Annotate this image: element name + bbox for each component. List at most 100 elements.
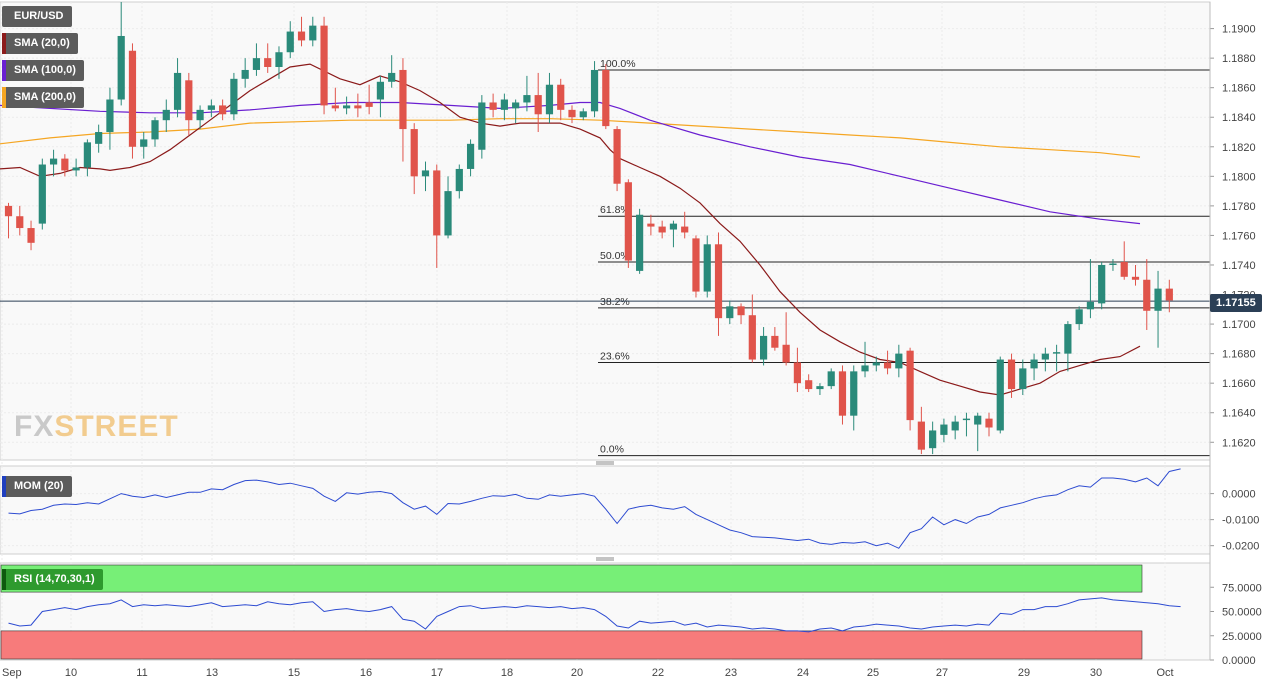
candle[interactable] — [354, 93, 362, 118]
candle[interactable] — [117, 2, 125, 106]
candle[interactable] — [444, 176, 452, 239]
candle[interactable] — [106, 87, 114, 150]
candle[interactable] — [1041, 347, 1049, 372]
candle[interactable] — [399, 58, 407, 162]
candle[interactable] — [545, 72, 554, 124]
candle[interactable] — [286, 21, 294, 59]
candle[interactable] — [996, 356, 1004, 434]
candle[interactable] — [636, 208, 644, 274]
candle[interactable] — [72, 158, 80, 177]
candle[interactable] — [703, 235, 711, 298]
candle[interactable] — [1098, 262, 1106, 310]
candle[interactable] — [61, 154, 69, 177]
candle[interactable] — [185, 72, 193, 135]
candle[interactable] — [624, 179, 632, 268]
candle[interactable] — [669, 220, 678, 248]
candle[interactable] — [962, 412, 971, 437]
candle[interactable] — [173, 58, 182, 118]
candle[interactable] — [782, 312, 790, 366]
candle[interactable] — [1165, 279, 1173, 313]
candle[interactable] — [827, 368, 835, 390]
candle[interactable] — [534, 72, 542, 133]
candle[interactable] — [1109, 259, 1117, 271]
candle[interactable] — [974, 412, 982, 452]
candle[interactable] — [759, 327, 768, 366]
candle[interactable] — [207, 99, 215, 118]
candle[interactable] — [230, 72, 238, 121]
candle[interactable] — [264, 43, 272, 73]
candle[interactable] — [388, 55, 396, 88]
candle[interactable] — [579, 108, 587, 121]
candle[interactable] — [1075, 306, 1083, 330]
candle[interactable] — [929, 421, 937, 455]
candle[interactable] — [512, 99, 520, 124]
candle[interactable] — [343, 96, 351, 115]
candle[interactable] — [568, 105, 576, 124]
candle[interactable] — [793, 347, 801, 393]
candle[interactable] — [140, 132, 148, 159]
candle[interactable] — [4, 202, 13, 239]
candle[interactable] — [805, 374, 813, 393]
candle[interactable] — [331, 87, 339, 112]
candle[interactable] — [906, 347, 914, 431]
candle[interactable] — [861, 341, 869, 378]
candle[interactable] — [219, 99, 227, 121]
candle[interactable] — [658, 220, 666, 239]
legend-rsi[interactable]: RSI (14,70,30,1) — [2, 569, 103, 590]
candle[interactable] — [196, 105, 204, 130]
candle[interactable] — [49, 149, 58, 177]
candle[interactable] — [714, 232, 723, 336]
candle[interactable] — [883, 350, 892, 375]
candle[interactable] — [466, 139, 475, 177]
candle[interactable] — [647, 214, 655, 236]
candle[interactable] — [433, 164, 441, 268]
legend-mom[interactable]: MOM (20) — [2, 476, 72, 497]
candle[interactable] — [940, 418, 948, 443]
candle[interactable] — [872, 356, 880, 372]
candle[interactable] — [602, 64, 610, 130]
candle[interactable] — [241, 58, 249, 88]
candle[interactable] — [410, 123, 418, 195]
candle[interactable] — [252, 43, 261, 76]
candle[interactable] — [376, 75, 385, 118]
candle[interactable] — [895, 344, 903, 378]
candle[interactable] — [1007, 353, 1016, 398]
candle[interactable] — [613, 126, 621, 192]
candle[interactable] — [1143, 259, 1151, 330]
candle[interactable] — [1053, 344, 1061, 372]
candle[interactable] — [27, 220, 35, 251]
candle[interactable] — [455, 164, 463, 199]
candle[interactable] — [985, 412, 993, 437]
candle[interactable] — [95, 124, 103, 153]
candle[interactable] — [1086, 259, 1095, 319]
candle[interactable] — [151, 117, 159, 147]
candle[interactable] — [1064, 321, 1072, 372]
candle[interactable] — [748, 294, 756, 363]
candle[interactable] — [421, 161, 430, 192]
legend-sma100[interactable]: SMA (100,0) — [2, 60, 84, 81]
candle[interactable] — [726, 300, 734, 325]
candle[interactable] — [681, 211, 689, 239]
candle[interactable] — [692, 235, 700, 298]
candle[interactable] — [478, 95, 486, 159]
candle[interactable] — [557, 78, 565, 121]
legend-instrument[interactable]: EUR/USD — [2, 6, 72, 27]
candle[interactable] — [320, 16, 328, 115]
candle[interactable] — [590, 61, 599, 118]
legend-sma200[interactable]: SMA (200,0) — [2, 87, 84, 108]
candle[interactable] — [365, 84, 373, 115]
candle[interactable] — [771, 327, 779, 351]
candle[interactable] — [162, 99, 170, 133]
candle[interactable] — [16, 205, 24, 236]
candle[interactable] — [850, 365, 858, 431]
candle[interactable] — [297, 16, 306, 47]
candle[interactable] — [38, 158, 46, 230]
candle[interactable] — [838, 365, 847, 425]
candle[interactable] — [1120, 241, 1128, 280]
candle[interactable] — [951, 415, 959, 440]
candle[interactable] — [1019, 359, 1027, 395]
candle[interactable] — [309, 16, 317, 47]
candle[interactable] — [1154, 270, 1162, 348]
candle[interactable] — [489, 93, 497, 118]
candle[interactable] — [523, 75, 531, 112]
